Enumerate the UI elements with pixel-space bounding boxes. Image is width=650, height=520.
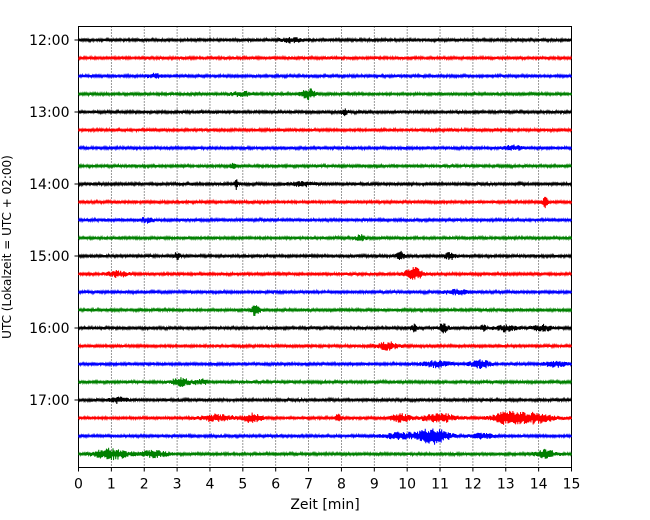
trace-1745	[78, 447, 572, 461]
trace-1430	[78, 216, 572, 224]
trace-1215	[78, 54, 572, 62]
trace-1545	[78, 305, 572, 316]
y-tick-label: 17:00	[29, 393, 69, 409]
trace-1200	[78, 36, 572, 44]
trace-1345	[78, 162, 572, 170]
plot-frame	[78, 26, 572, 468]
trace-1330	[78, 144, 572, 152]
x-tick-label: 11	[431, 477, 449, 493]
y-tick-label: 13:00	[29, 105, 69, 121]
x-tick-label: 9	[370, 477, 379, 493]
trace-1300	[78, 108, 572, 117]
y-tick-label: 15:00	[29, 249, 69, 265]
x-tick-label: 10	[398, 477, 416, 493]
x-tick-label: 4	[206, 477, 215, 493]
trace-1415	[78, 196, 572, 209]
x-tick-label: 1	[107, 477, 116, 493]
trace-1615	[78, 341, 572, 351]
x-tick-label: 12	[464, 477, 482, 493]
seismic-traces	[78, 36, 572, 461]
trace-1400	[78, 179, 572, 191]
x-tick-label: 0	[74, 477, 83, 493]
trace-1230	[78, 72, 572, 80]
x-tick-label: 6	[271, 477, 280, 493]
trace-1515	[78, 266, 572, 280]
trace-1500	[78, 250, 572, 261]
x-tick-label: 7	[304, 477, 313, 493]
trace-1730	[78, 428, 572, 445]
trace-1715	[78, 410, 572, 425]
trace-1445	[78, 234, 572, 242]
x-tick-label: 5	[238, 477, 247, 493]
x-axis-ticks: 0 1 2 3 4 5 6 7 8 9 10 11 12 13 14 15	[74, 467, 581, 493]
trace-1700	[78, 396, 572, 404]
y-tick-label: 12:00	[29, 33, 69, 49]
y-axis-label: UTC (Lokalzeit = UTC + 02:00)	[0, 155, 14, 339]
y-tick-label: 16:00	[29, 321, 69, 337]
x-tick-label: 2	[140, 477, 149, 493]
trace-1245	[78, 88, 572, 101]
trace-1630	[78, 359, 572, 370]
x-tick-label: 15	[563, 477, 581, 493]
x-tick-label: 13	[497, 477, 515, 493]
y-tick-label: 14:00	[29, 177, 69, 193]
trace-1530	[78, 288, 572, 296]
y-axis-ticks: 12:00 13:00 14:00 15:00 16:00 17:00	[29, 33, 79, 409]
trace-1315	[78, 126, 572, 134]
trace-1645	[78, 377, 572, 387]
x-axis-label: Zeit [min]	[290, 497, 359, 513]
x-tick-label: 14	[530, 477, 548, 493]
trace-1600	[78, 323, 572, 334]
x-tick-label: 3	[173, 477, 182, 493]
x-tick-label: 8	[337, 477, 346, 493]
